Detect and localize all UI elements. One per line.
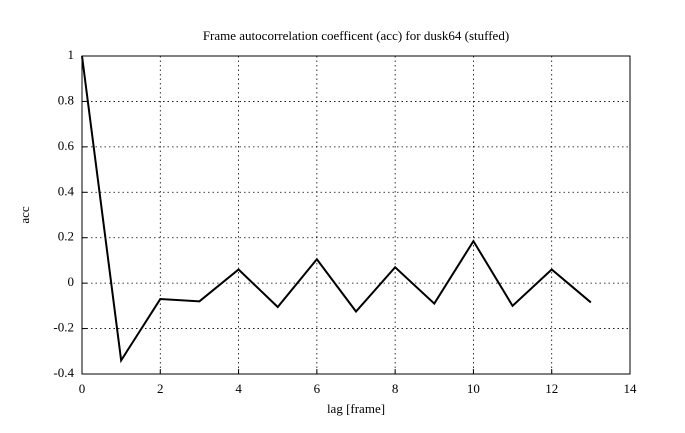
x-tick-label: 14 <box>624 381 638 396</box>
y-tick-label: 0.2 <box>58 229 74 244</box>
y-tick-label: 0 <box>68 274 75 289</box>
x-tick-label: 4 <box>235 381 242 396</box>
y-axis-label: acc <box>17 206 32 224</box>
x-tick-label: 2 <box>157 381 164 396</box>
chart-title: Frame autocorrelation coefficent (acc) f… <box>203 28 509 43</box>
x-tick-label: 6 <box>314 381 321 396</box>
x-tick-label: 10 <box>467 381 480 396</box>
y-tick-label: 1 <box>68 47 75 62</box>
y-tick-label: -0.2 <box>53 320 74 335</box>
plot-frame <box>81 55 631 375</box>
y-tick-label: 0.6 <box>58 138 75 153</box>
x-axis-label: lag [frame] <box>327 401 385 416</box>
x-tick-label: 8 <box>392 381 399 396</box>
y-tick-label: -0.4 <box>53 365 74 380</box>
y-tick-label: 0.4 <box>58 183 75 198</box>
x-tick-label: 0 <box>79 381 86 396</box>
y-tick-label: 0.8 <box>58 92 74 107</box>
data-line <box>81 55 592 364</box>
x-tick-label: 12 <box>545 381 558 396</box>
